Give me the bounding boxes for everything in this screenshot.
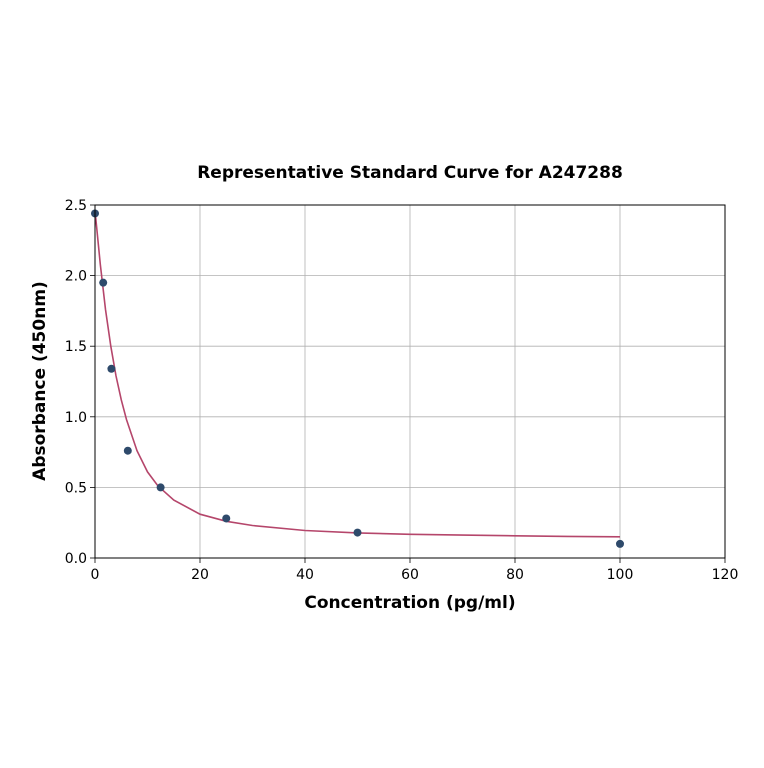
y-axis-ticks: 0.0 0.5 1.0 1.5 2.0 2.5 bbox=[65, 198, 95, 567]
x-tick-label: 0 bbox=[91, 567, 100, 583]
x-axis-ticks: 0 20 40 60 80 100 120 bbox=[91, 558, 739, 583]
data-point bbox=[156, 483, 165, 492]
x-tick-label: 100 bbox=[607, 567, 634, 583]
x-tick-label: 80 bbox=[506, 567, 524, 583]
y-tick-label: 1.5 bbox=[65, 339, 87, 355]
y-tick-label: 1.0 bbox=[65, 410, 87, 426]
y-tick-label: 2.0 bbox=[65, 269, 87, 285]
data-point bbox=[123, 446, 132, 455]
x-tick-label: 20 bbox=[191, 567, 209, 583]
data-point bbox=[353, 528, 362, 537]
data-point bbox=[222, 514, 231, 523]
data-point bbox=[107, 364, 116, 373]
data-point bbox=[99, 278, 108, 287]
x-tick-label: 40 bbox=[296, 567, 314, 583]
data-points bbox=[91, 209, 624, 548]
data-point bbox=[616, 539, 624, 548]
y-tick-label: 0.5 bbox=[65, 480, 87, 496]
grid-lines bbox=[94, 204, 726, 559]
fitted-curve bbox=[94, 210, 621, 538]
y-tick-label: 0.0 bbox=[65, 551, 87, 567]
x-tick-label: 120 bbox=[712, 567, 739, 583]
x-axis-label: Concentration (pg/ml) bbox=[304, 593, 515, 613]
y-tick-label: 2.5 bbox=[65, 198, 87, 214]
fitted-curve-line bbox=[94, 210, 621, 538]
x-tick-label: 60 bbox=[401, 567, 419, 583]
y-axis-label: Absorbance (450nm) bbox=[30, 281, 50, 481]
chart-title: Representative Standard Curve for A24728… bbox=[197, 163, 623, 183]
